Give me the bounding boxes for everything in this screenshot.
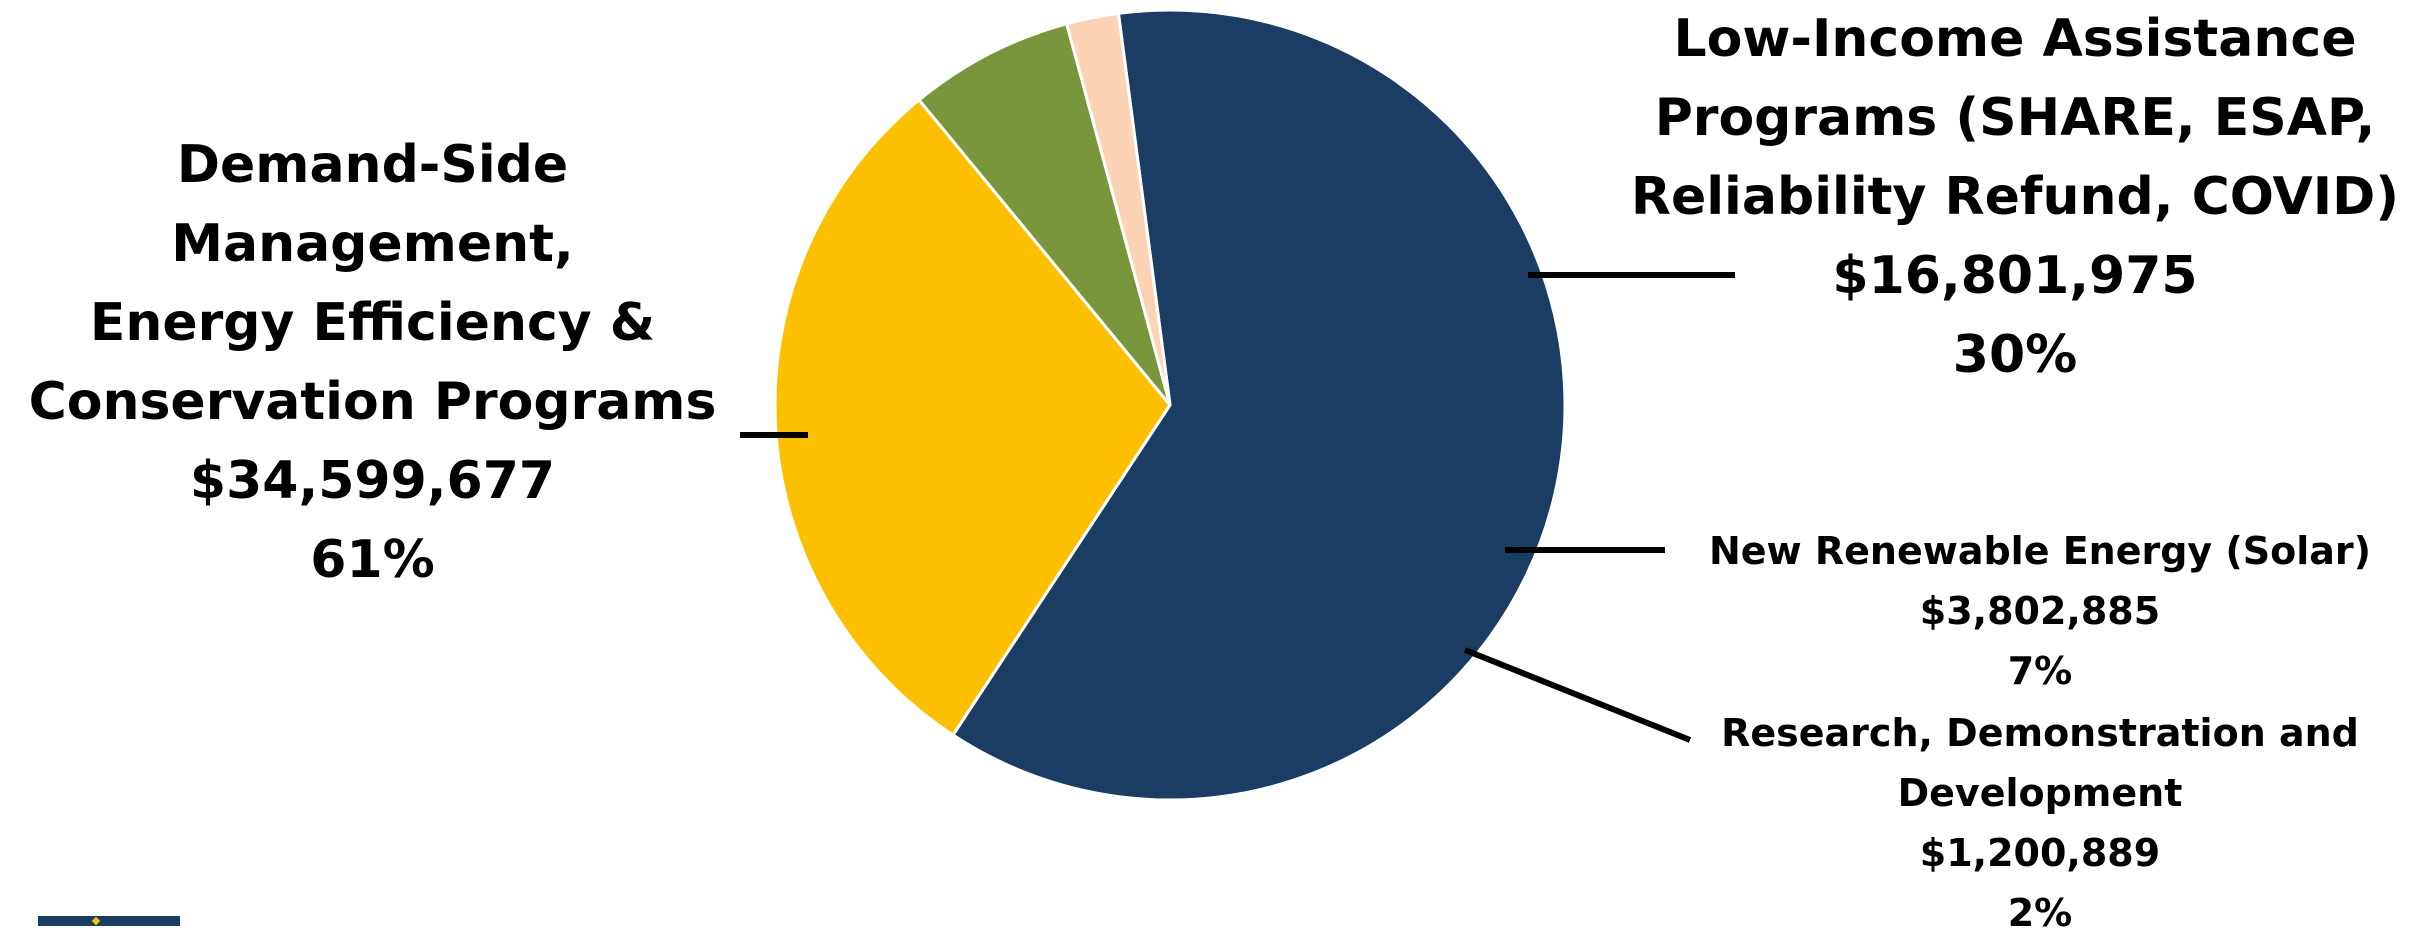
label-amount: $16,801,975 (1832, 246, 2198, 306)
label-line: Reliability Refund, COVID) (1630, 167, 2400, 227)
label-percent: 7% (2007, 649, 2073, 693)
label-amount: $1,200,889 (1919, 831, 2161, 875)
slice-low-income-assistance (773, 98, 1172, 737)
label-line: Development (1897, 771, 2183, 815)
label-amount: $34,599,677 (189, 451, 556, 511)
slice-demand-side-management (951, 8, 1567, 802)
label-line: Energy Efficiency & (89, 293, 656, 353)
label-research-demonstration-development: Research, Demonstration and Development … (1660, 703, 2420, 943)
spark-icon (91, 916, 101, 926)
label-line: New Renewable Energy (Solar) (1708, 529, 2372, 573)
utility-logo (38, 916, 180, 926)
label-percent: 30% (1952, 325, 2078, 385)
label-percent: 61% (310, 530, 435, 590)
label-line: Low-Income Assistance (1673, 9, 2357, 69)
label-line: Conservation Programs (28, 372, 717, 432)
leader-lines (740, 272, 1735, 743)
slice-research-demonstration-development (1065, 11, 1172, 407)
label-new-renewable-energy: New Renewable Energy (Solar) $3,802,885 … (1655, 521, 2425, 701)
label-percent: 2% (2007, 891, 2073, 935)
label-line: Management, (171, 214, 574, 274)
pie-slices (773, 8, 1567, 802)
label-amount: $3,802,885 (1919, 589, 2161, 633)
label-line: Research, Demonstration and (1721, 711, 2359, 755)
slice-new-renewable-energy (917, 22, 1172, 407)
label-line: Demand-Side (176, 135, 569, 195)
leader-line-research (1463, 647, 1692, 743)
label-demand-side-management: Demand-Side Management, Energy Efficienc… (0, 126, 745, 600)
label-low-income-assistance: Low-Income Assistance Programs (SHARE, E… (1595, 0, 2433, 395)
label-line: Programs (SHARE, ESAP, (1654, 88, 2376, 148)
